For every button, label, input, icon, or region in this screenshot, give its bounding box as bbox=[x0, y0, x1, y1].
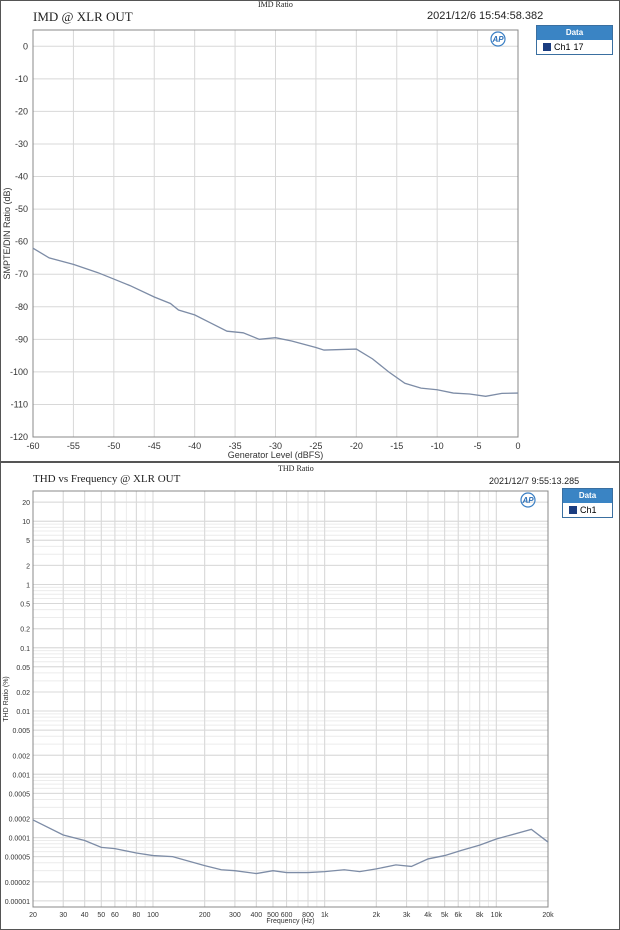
x-tick-label: 300 bbox=[229, 912, 241, 919]
y-tick-label: 0.01 bbox=[16, 709, 30, 716]
ap-logo-text: AP bbox=[491, 35, 504, 44]
plot-frame bbox=[32, 490, 549, 908]
y-tick-label: 2 bbox=[26, 563, 30, 570]
y-tick-label: -30 bbox=[15, 139, 28, 149]
y-tick-label: 0.00005 bbox=[5, 855, 30, 862]
x-tick-label: -50 bbox=[107, 441, 120, 451]
legend-value: 17 bbox=[573, 42, 584, 52]
thd-timestamp: 2021/12/7 9:55:13.285 bbox=[489, 476, 580, 486]
y-axis-label: SMPTE/DIN Ratio (dB) bbox=[2, 187, 12, 279]
x-tick-label: 20 bbox=[29, 912, 37, 919]
x-tick-label: -55 bbox=[67, 441, 80, 451]
y-tick-label: 0.2 bbox=[20, 627, 30, 634]
x-tick-label: 20k bbox=[542, 912, 554, 919]
legend-label: Ch1 bbox=[554, 42, 571, 52]
x-tick-label: -40 bbox=[188, 441, 201, 451]
y-tick-label: 0.05 bbox=[16, 665, 30, 672]
y-tick-label: 0.0001 bbox=[9, 836, 31, 843]
y-tick-label: -40 bbox=[15, 172, 28, 182]
y-tick-label: 0 bbox=[23, 41, 28, 51]
x-tick-label: 100 bbox=[147, 912, 159, 919]
x-tick-label: 500 bbox=[267, 912, 279, 919]
y-tick-label: -100 bbox=[10, 367, 28, 377]
x-tick-label: 2k bbox=[373, 912, 381, 919]
x-tick-label: 6k bbox=[455, 912, 463, 919]
thd-title: THD vs Frequency @ XLR OUT bbox=[33, 473, 181, 485]
legend-entry-ch1[interactable]: Ch1 bbox=[563, 503, 612, 517]
x-tick-label: -45 bbox=[148, 441, 161, 451]
y-tick-label: 0.02 bbox=[16, 690, 30, 697]
y-tick-label: 20 bbox=[22, 500, 30, 507]
x-tick-label: 10k bbox=[491, 912, 503, 919]
y-tick-label: -20 bbox=[15, 106, 28, 116]
y-tick-label: 0.00001 bbox=[5, 899, 30, 906]
y-tick-label: 10 bbox=[22, 519, 30, 526]
x-tick-label: -5 bbox=[474, 441, 482, 451]
y-tick-label: -120 bbox=[10, 432, 28, 442]
x-tick-label: 4k bbox=[424, 912, 432, 919]
x-tick-label: 3k bbox=[403, 912, 411, 919]
legend-title: Data bbox=[563, 489, 612, 503]
x-tick-label: -35 bbox=[229, 441, 242, 451]
imd-title: IMD @ XLR OUT bbox=[33, 9, 133, 24]
x-tick-label: 800 bbox=[302, 912, 314, 919]
plot-frame bbox=[32, 29, 519, 438]
ch1-swatch bbox=[543, 43, 551, 51]
y-tick-label: 0.001 bbox=[12, 772, 30, 779]
x-tick-label: 400 bbox=[250, 912, 262, 919]
x-tick-label: 50 bbox=[97, 912, 105, 919]
x-tick-label: 0 bbox=[515, 441, 520, 451]
x-tick-label: -25 bbox=[309, 441, 322, 451]
x-tick-label: 80 bbox=[132, 912, 140, 919]
x-tick-label: -10 bbox=[431, 441, 444, 451]
x-tick-label: -60 bbox=[26, 441, 39, 451]
y-tick-label: 0.1 bbox=[20, 646, 30, 653]
ap-logo-icon bbox=[490, 31, 506, 47]
ch1-swatch bbox=[569, 506, 577, 514]
x-tick-label: -20 bbox=[350, 441, 363, 451]
x-tick-label: 5k bbox=[441, 912, 449, 919]
y-tick-label: -90 bbox=[15, 334, 28, 344]
ap-logo-text: AP bbox=[521, 496, 534, 505]
x-tick-label: -30 bbox=[269, 441, 282, 451]
y-tick-label: 0.002 bbox=[12, 753, 30, 760]
legend-label: Ch1 bbox=[580, 505, 597, 515]
x-tick-label: 8k bbox=[476, 912, 484, 919]
y-tick-label: 0.005 bbox=[12, 728, 30, 735]
x-tick-label: 600 bbox=[281, 912, 293, 919]
legend-title: Data bbox=[537, 26, 612, 40]
y-tick-label: -110 bbox=[11, 399, 28, 409]
y-tick-label: 0.0002 bbox=[9, 817, 31, 824]
thd-legend: Data Ch1 bbox=[562, 488, 613, 518]
y-tick-label: -80 bbox=[15, 302, 28, 312]
ap-logo-icon bbox=[520, 492, 536, 508]
y-tick-label: -10 bbox=[15, 74, 28, 84]
x-tick-label: 40 bbox=[81, 912, 89, 919]
y-tick-label: 0.5 bbox=[20, 602, 30, 609]
series-line-ch1 bbox=[32, 819, 549, 875]
x-axis-label: Frequency (Hz) bbox=[266, 918, 314, 925]
x-axis-label: Generator Level (dBFS) bbox=[228, 450, 324, 460]
y-tick-label: -70 bbox=[15, 269, 28, 279]
x-tick-label: 30 bbox=[59, 912, 67, 919]
thd-header: THD Ratio bbox=[278, 464, 314, 473]
x-tick-label: 60 bbox=[111, 912, 119, 919]
y-tick-label: 0.00002 bbox=[5, 880, 30, 887]
x-tick-label: -15 bbox=[390, 441, 403, 451]
x-tick-label: 200 bbox=[199, 912, 211, 919]
legend-entry-ch1[interactable]: Ch1 17 bbox=[537, 40, 612, 54]
y-tick-label: 0.0005 bbox=[9, 791, 31, 798]
imd-timestamp: 2021/12/6 15:54:58.382 bbox=[427, 10, 544, 22]
y-axis-label: THD Ratio (%) bbox=[3, 676, 10, 722]
x-tick-label: 1k bbox=[321, 912, 329, 919]
imd-legend: Data Ch1 17 bbox=[536, 25, 613, 55]
y-tick-label: 1 bbox=[26, 582, 30, 589]
y-tick-label: 5 bbox=[26, 538, 30, 545]
y-tick-label: -50 bbox=[15, 204, 28, 214]
y-tick-label: -60 bbox=[15, 237, 28, 247]
imd-header: IMD Ratio bbox=[258, 0, 293, 9]
